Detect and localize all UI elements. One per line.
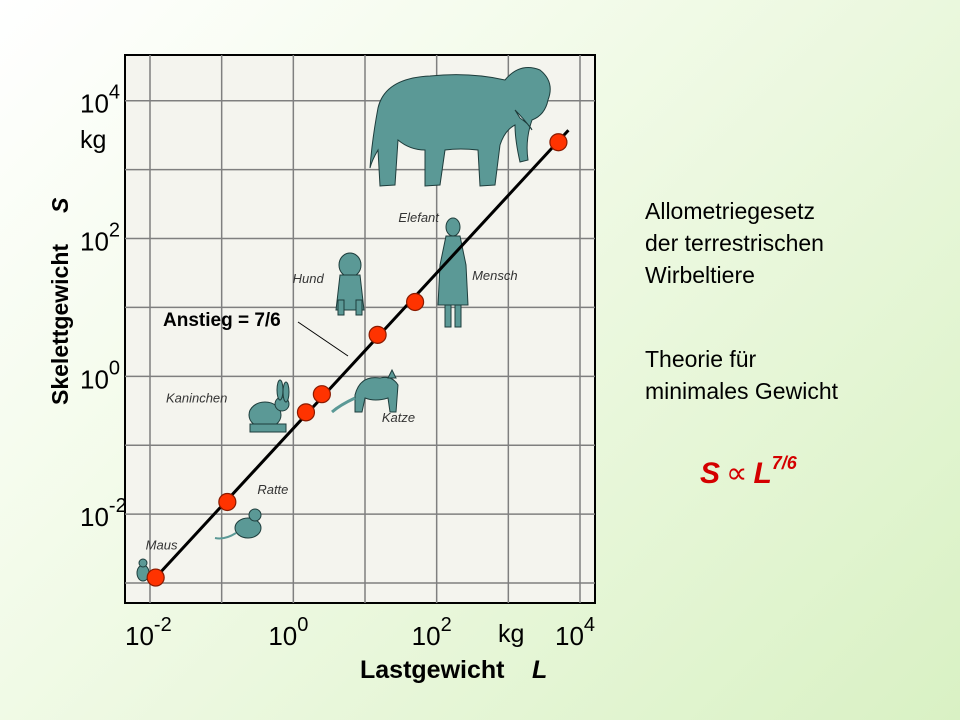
legend-title-block: Allometriegesetz der terrestrischen Wirb… [645, 195, 824, 291]
y-tick-exponent: -2 [109, 495, 127, 517]
y-tick-label: 104 [80, 82, 120, 119]
y-tick-exponent: 4 [109, 82, 120, 104]
equation-lhs: S [700, 457, 721, 490]
y-axis-unit: kg [80, 126, 106, 154]
rat-illustration [214, 508, 262, 540]
equation-exponent: 7/6 [771, 453, 797, 473]
point-labels: Maus Ratte Kaninchen Katze Hund Mensch Elefant [146, 210, 518, 552]
dog-illustration [335, 252, 365, 316]
y-tick-exponent: 2 [109, 220, 120, 242]
data-points [146, 133, 568, 587]
legend-line-3: Wirbeltiere [645, 262, 755, 288]
data-point [146, 568, 165, 587]
x-tick-label: 102 [412, 614, 452, 651]
data-point [296, 403, 316, 422]
grid [125, 55, 595, 603]
x-axis-variable: L [532, 656, 547, 684]
x-axis-title: Lastgewicht [360, 656, 505, 684]
point-label: Ratte [257, 482, 288, 497]
theory-line-2: minimales Gewicht [645, 378, 838, 404]
point-label: Hund [293, 271, 325, 286]
slope-annotation: Anstieg = 7/6 [163, 310, 281, 331]
point-label: Elefant [398, 210, 440, 225]
rabbit-illustration [248, 379, 290, 433]
y-axis-title: Skelettgewicht [47, 244, 73, 405]
y-axis-variable: S [47, 197, 73, 213]
x-tick-exponent: 0 [297, 614, 308, 636]
y-tick-label: 102 [80, 220, 120, 257]
legend-line-1: Allometriegesetz [645, 198, 816, 224]
point-label: Kaninchen [166, 390, 227, 405]
animal-illustrations [136, 67, 551, 582]
slope-annotation-leader [297, 321, 349, 357]
x-tick-exponent: -2 [154, 614, 172, 636]
scaling-equation: S ∝ L7/6 [700, 453, 797, 491]
data-point [368, 325, 387, 344]
y-tick-label: 100 [80, 357, 120, 394]
x-tick-label: 104 [555, 614, 595, 651]
theory-line-1: Theorie für [645, 346, 757, 372]
x-tick-label: 10-2 [125, 614, 172, 651]
y-tick-label: 10-2 [80, 495, 127, 532]
point-label: Maus [146, 538, 178, 553]
cat-illustration [331, 368, 399, 414]
data-point [312, 385, 331, 404]
point-label: Katze [382, 410, 415, 425]
data-point [549, 133, 568, 152]
data-point [405, 292, 425, 312]
mouse-illustration [136, 558, 150, 582]
x-tick-exponent: 4 [584, 614, 595, 636]
x-tick-label: 100 [268, 614, 308, 651]
x-tick-exponent: 2 [441, 614, 452, 636]
point-label: Mensch [472, 268, 518, 283]
x-axis-unit: kg [498, 620, 524, 648]
legend-line-2: der terrestrischen [645, 230, 824, 256]
elephant-illustration [369, 67, 551, 187]
theory-block: Theorie für minimales Gewicht [645, 343, 838, 407]
human-illustration [437, 217, 469, 328]
equation-rhs: L [753, 457, 772, 490]
equation-operator: ∝ [726, 457, 748, 490]
y-tick-exponent: 0 [109, 357, 120, 379]
data-point [218, 492, 237, 512]
